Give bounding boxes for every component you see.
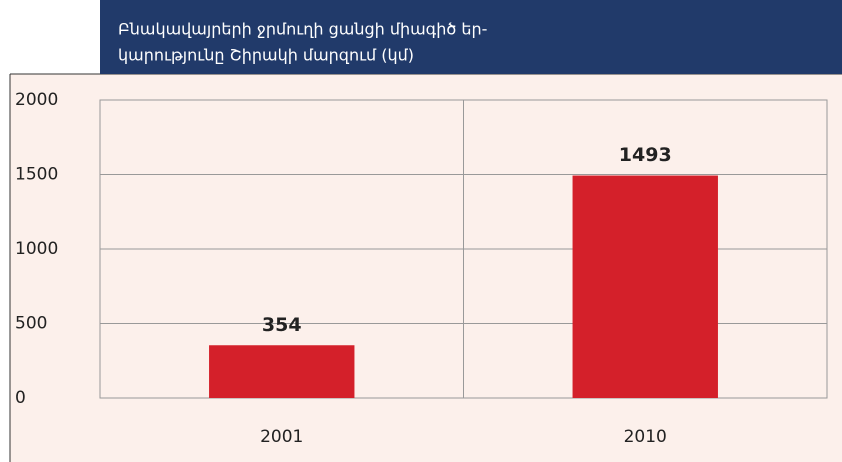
y-tick-label: 2000 — [15, 90, 58, 110]
x-tick-label: 2010 — [624, 427, 667, 447]
title-band — [100, 0, 842, 74]
x-tick-label: 2001 — [260, 427, 303, 447]
y-tick-label: 1000 — [15, 239, 58, 259]
chart-title: Բնակավայրերի ջրմուղի ցանցի միագիծ եր- — [118, 20, 487, 39]
y-tick-label: 0 — [15, 388, 26, 408]
y-tick-label: 1500 — [15, 165, 58, 185]
data-label: 354 — [262, 314, 302, 336]
data-label: 1493 — [619, 144, 672, 166]
chart-title: կարությունը Շիրակի մարզում (կմ) — [118, 46, 414, 65]
bar — [209, 345, 355, 398]
y-tick-label: 500 — [15, 314, 47, 334]
bar — [572, 175, 718, 398]
